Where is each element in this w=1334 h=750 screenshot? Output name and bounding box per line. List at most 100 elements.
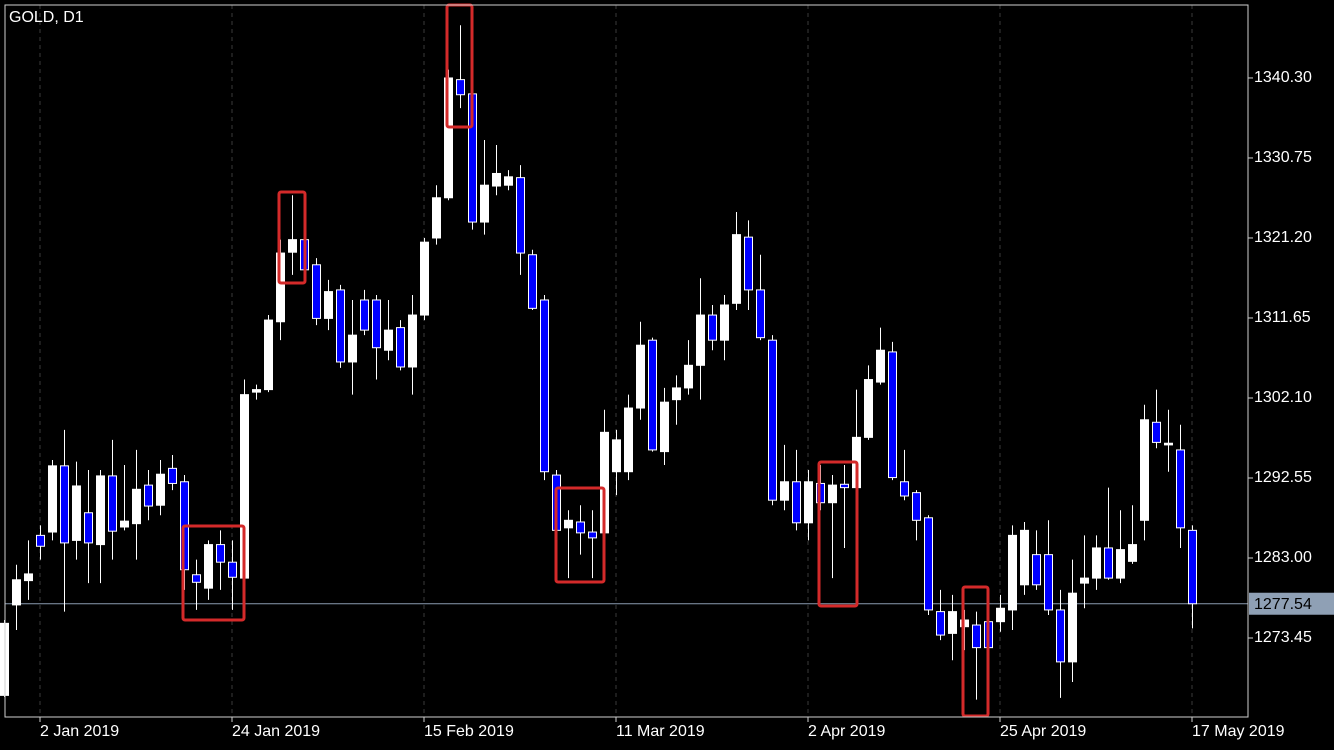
candle-body <box>48 465 57 533</box>
candle-body <box>684 364 693 389</box>
candle-body <box>1092 547 1101 579</box>
candle-body <box>876 349 885 383</box>
candle-body <box>804 481 813 524</box>
highlight-box <box>817 460 859 608</box>
candle-body <box>1176 449 1185 529</box>
candle-body <box>660 401 669 453</box>
candle-body <box>1020 529 1029 586</box>
candle-body <box>900 481 909 497</box>
candle-body <box>612 439 621 473</box>
candle-body <box>516 177 525 254</box>
candle-body <box>1080 577 1089 584</box>
x-tick-label: 15 Feb 2019 <box>424 723 514 740</box>
candle-body <box>384 329 393 351</box>
candle-body <box>888 351 897 479</box>
chart-title: GOLD, D1 <box>9 9 84 26</box>
candle-body <box>576 521 585 534</box>
candle-body <box>372 299 381 349</box>
candle-body <box>744 236 753 291</box>
candle-body <box>60 465 69 544</box>
candle-body <box>492 172 501 187</box>
x-tick-label: 17 May 2019 <box>1192 723 1285 740</box>
candle-body <box>636 344 645 409</box>
candle-body <box>528 254 537 309</box>
candle-body <box>1008 534 1017 611</box>
candle-body <box>348 334 357 363</box>
candle-body <box>108 475 117 532</box>
candle-body <box>1152 421 1161 443</box>
plot-area <box>0 25 1197 700</box>
axes: 1340.30 1330.75 1321.20 1311.65 1302.10 1292.… <box>39 69 1334 740</box>
candle-body <box>324 291 333 319</box>
candle-body <box>420 241 429 316</box>
candle-body <box>948 611 957 634</box>
y-tick-label: 1330.75 <box>1254 149 1312 166</box>
candle-body <box>12 579 21 606</box>
candle-body <box>1044 554 1053 611</box>
x-tick-label: 2 Apr 2019 <box>808 723 886 740</box>
candle-body <box>936 611 945 636</box>
x-tick-label: 2 Jan 2019 <box>40 723 119 740</box>
candle-body <box>756 289 765 339</box>
candle-body <box>924 517 933 611</box>
y-tick-label: 1292.55 <box>1254 469 1312 486</box>
candle-body <box>204 544 213 589</box>
candle-body <box>120 520 129 528</box>
candle-body <box>1164 442 1173 446</box>
candle-body <box>132 488 141 525</box>
candle-body <box>288 239 297 253</box>
candle-body <box>72 485 81 541</box>
candle-body <box>168 467 177 484</box>
candle-body <box>144 484 153 507</box>
candle-body <box>228 561 237 578</box>
candle-body <box>588 531 597 539</box>
candle-body <box>672 387 681 401</box>
y-tick-label: 1340.30 <box>1254 69 1312 86</box>
x-tick-label: 11 Mar 2019 <box>616 723 705 740</box>
candle-body <box>864 379 873 438</box>
candle-body <box>1068 592 1077 663</box>
last-price-label: 1277.54 <box>1254 596 1312 613</box>
candle-body <box>720 304 729 341</box>
candle-body <box>264 319 273 391</box>
candle-body <box>336 289 345 363</box>
candle-body <box>780 481 789 501</box>
candle-body <box>408 314 417 368</box>
candle-body <box>996 607 1005 623</box>
candle-body <box>540 299 549 473</box>
highlight-box <box>961 585 990 718</box>
y-tick-label: 1321.20 <box>1254 229 1312 246</box>
candle-body <box>768 339 777 501</box>
candle-body <box>1188 529 1197 605</box>
candle-body <box>432 197 441 239</box>
candle-body <box>696 314 705 366</box>
candle-body <box>192 574 201 583</box>
candle-body <box>312 264 321 319</box>
plot-frame <box>4 4 1249 718</box>
highlight-box <box>181 524 246 622</box>
y-tick-label: 1273.45 <box>1254 629 1312 646</box>
candle-body <box>828 484 837 504</box>
candle-body <box>1056 609 1065 663</box>
candle-body <box>84 512 93 544</box>
x-tick-label: 25 Apr 2019 <box>1000 723 1086 740</box>
candle-body <box>24 573 33 582</box>
candle-body <box>480 184 489 223</box>
candle-body <box>972 624 981 649</box>
highlight-box <box>277 190 307 285</box>
candle-body <box>96 475 105 546</box>
candle-body <box>912 492 921 521</box>
last-price-box <box>1249 592 1334 615</box>
candle-body <box>1032 554 1041 586</box>
candle-body <box>1128 544 1137 562</box>
x-tick-label: 24 Jan 2019 <box>232 723 320 740</box>
candle-body <box>648 339 657 451</box>
candle-body <box>360 299 369 331</box>
candle-body <box>156 473 165 506</box>
candle-body <box>1116 549 1125 579</box>
candle-body <box>36 534 45 547</box>
candle-body <box>396 327 405 368</box>
candle-body <box>1140 419 1149 521</box>
y-tick-label: 1283.00 <box>1254 549 1312 566</box>
